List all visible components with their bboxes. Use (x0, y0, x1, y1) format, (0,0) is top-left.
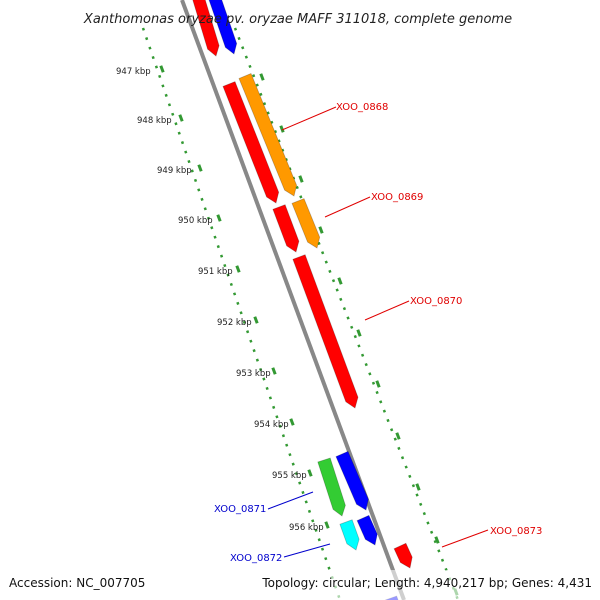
map-title: Xanthomonas oryzae pv. oryzae MAFF 31101… (83, 12, 512, 27)
left-ruler-tick (271, 367, 277, 375)
kbp-label: 949 kbp (157, 166, 192, 176)
right-ruler-tick (375, 380, 381, 388)
right-ruler-tick (415, 483, 421, 491)
kbp-labels: 947 kbp 948 kbp 949 kbp 950 kbp 951 kbp … (116, 67, 324, 533)
right-ruler-tick (279, 125, 285, 133)
leader-line (364, 300, 410, 321)
left-ruler-tick (307, 469, 313, 477)
left-ruler-tick (178, 114, 184, 122)
right-ruler-tick (395, 432, 401, 440)
left-ruler-tick (216, 214, 222, 222)
kbp-label: 953 kbp (236, 369, 271, 379)
gene-blue-2[interactable] (356, 514, 378, 546)
leader-line (441, 529, 489, 548)
left-ruler-tick (324, 521, 330, 529)
gene-label-xoo-0872[interactable]: XOO_0872 (230, 553, 282, 564)
right-ruler-tick (434, 536, 440, 544)
left-ruler-tick (235, 265, 241, 273)
gene-features (190, 0, 413, 600)
right-ruler-tick (259, 73, 265, 81)
left-ruler (141, 27, 342, 600)
kbp-label: 955 kbp (272, 471, 307, 481)
ruler-lines (141, 27, 460, 600)
gene-label-xoo-0868[interactable]: XOO_0868 (336, 102, 388, 113)
left-ruler-ticks (159, 65, 330, 529)
left-ruler-tick (159, 65, 165, 73)
leader-line (281, 106, 337, 131)
gene-orange-xoo-0869[interactable] (291, 198, 321, 249)
kbp-label: 950 kbp (178, 216, 213, 226)
gene-label-xoo-0871[interactable]: XOO_0871 (214, 504, 266, 515)
gene-orange-xoo-0868[interactable] (238, 72, 298, 197)
footer-backdrop (0, 570, 600, 600)
right-ruler-tick (318, 226, 324, 234)
left-ruler-tick (197, 164, 203, 172)
gene-green-xoo-0871[interactable] (317, 457, 346, 517)
kbp-label: 947 kbp (116, 67, 151, 77)
gene-cyan-xoo-0872[interactable] (339, 519, 360, 551)
right-ruler-tick (298, 175, 304, 183)
gene-red-xoo-0870[interactable] (292, 254, 359, 409)
gene-label-leaders (267, 106, 489, 558)
gene-red-1[interactable] (222, 81, 280, 204)
right-ruler-tick (356, 329, 362, 337)
leader-line (324, 196, 371, 218)
kbp-label: 954 kbp (254, 420, 289, 430)
left-ruler-tick (289, 418, 295, 426)
accession-text: Accession: NC_007705 (9, 576, 145, 590)
gene-label-xoo-0873[interactable]: XOO_0873 (490, 526, 542, 537)
kbp-label: 952 kbp (217, 318, 252, 328)
gene-label-xoo-0869[interactable]: XOO_0869 (371, 192, 423, 203)
leader-line (267, 491, 314, 510)
kbp-label: 948 kbp (137, 116, 172, 126)
kbp-label: 951 kbp (198, 267, 233, 277)
gene-red-2[interactable] (272, 204, 300, 253)
right-ruler-ticks (259, 73, 459, 596)
right-ruler (233, 27, 460, 600)
leader-line (283, 543, 331, 558)
gene-blue-top[interactable] (206, 0, 238, 55)
gene-labels: XOO_0868 XOO_0869 XOO_0870 XOO_0871 XOO_… (214, 102, 542, 564)
gene-blue-1[interactable] (335, 450, 369, 511)
kbp-label: 956 kbp (289, 523, 324, 533)
right-ruler-tick (337, 277, 343, 285)
gene-label-xoo-0870[interactable]: XOO_0870 (410, 296, 462, 307)
gene-red-xoo-0873[interactable] (393, 542, 413, 569)
left-ruler-tick (253, 316, 259, 324)
genome-summary-text: Topology: circular; Length: 4,940,217 bp… (261, 576, 592, 590)
gene-red-top[interactable] (190, 0, 220, 57)
